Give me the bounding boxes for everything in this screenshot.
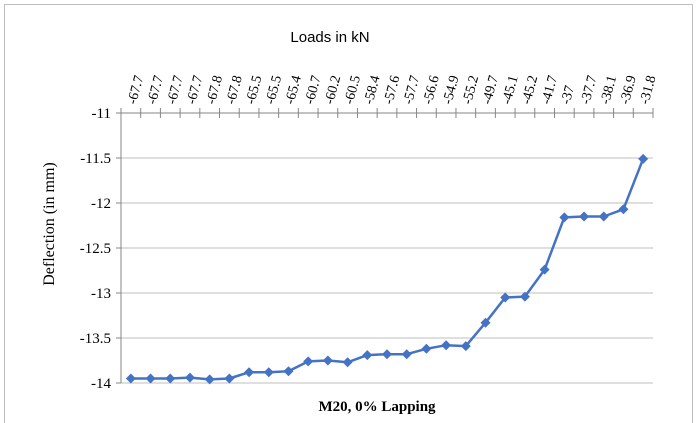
x-tick-label: -67.8 (204, 74, 226, 106)
x-tick-label: -65.4 (283, 74, 305, 106)
x-tick-label: -54.9 (440, 74, 462, 106)
y-axis-title: Deflection (in mm) (41, 162, 58, 286)
data-point-marker (283, 366, 294, 377)
y-tick-labels: -11 -11.5 -12 -12.5 -13 -13.5 -14 (80, 106, 112, 392)
y-tick-label: -12.5 (80, 241, 111, 257)
x-tick-label: -67.7 (184, 74, 206, 106)
axes (116, 108, 654, 384)
x-tick-label: -57.6 (381, 74, 403, 106)
series-deflection (125, 153, 649, 385)
x-tick-label: -65.5 (263, 74, 285, 106)
data-point-marker (579, 211, 590, 222)
x-tick-label: -41.7 (539, 74, 561, 106)
x-tick-label: -65.5 (243, 74, 265, 106)
x-tick-label: -37.7 (578, 74, 600, 106)
x-axis-title-bottom: M20, 0% Lapping (318, 399, 436, 415)
x-tick-label: -45.2 (519, 74, 541, 106)
x-tick-label: -49.7 (480, 74, 502, 106)
data-point-marker (204, 374, 215, 385)
x-tick-label: -56.6 (421, 74, 443, 106)
x-tick-label: -36.9 (618, 74, 640, 106)
x-tick-label: -60.2 (322, 74, 344, 106)
data-point-marker (342, 357, 353, 368)
data-point-marker (184, 372, 195, 383)
y-tick-label: -12 (91, 196, 111, 212)
data-point-marker (500, 292, 511, 303)
y-tick-label: -11 (92, 106, 111, 122)
data-point-marker (638, 153, 649, 164)
x-tick-label: -31.8 (638, 74, 660, 106)
data-point-marker (519, 291, 530, 302)
x-tick-label: -60.7 (303, 74, 325, 106)
y-tick-label: -14 (91, 376, 111, 392)
data-point-marker (598, 211, 609, 222)
y-tick-label: -13.5 (80, 331, 111, 347)
data-point-marker (263, 367, 274, 378)
data-point-marker (145, 373, 156, 384)
data-point-marker (460, 341, 471, 352)
data-point-marker (362, 350, 373, 361)
x-tick-labels: -67.7-67.7-67.7-67.7-67.8-67.8-65.5-65.5… (125, 74, 659, 106)
x-tick-label: -60.5 (342, 74, 364, 106)
data-point-marker (441, 340, 452, 351)
x-tick-label: -67.8 (224, 74, 246, 106)
x-tick-label: -45.1 (500, 74, 522, 106)
x-tick-label: -58.4 (362, 74, 384, 106)
x-tick-label: -37 (559, 84, 578, 106)
data-point-marker (125, 373, 136, 384)
data-point-marker (382, 349, 392, 360)
chart-frame (4, 4, 693, 423)
data-point-marker (224, 373, 235, 384)
x-tick-label: -38.1 (598, 74, 620, 106)
data-point-marker (165, 373, 176, 384)
grid-lines (121, 112, 653, 384)
x-tick-label: -67.7 (145, 74, 167, 106)
y-tick-label: -11.5 (80, 151, 111, 167)
data-point-marker (618, 204, 629, 215)
data-point-marker (559, 212, 570, 223)
data-point-marker (480, 317, 491, 328)
x-tick-label: -67.7 (165, 74, 187, 106)
data-point-marker (322, 355, 333, 366)
data-point-marker (303, 356, 314, 367)
y-tick-label: -13 (91, 286, 111, 302)
x-tick-label: -55.2 (460, 74, 482, 106)
data-point-marker (539, 264, 550, 275)
x-tick-label: -57.7 (401, 74, 423, 106)
x-tick-label: -67.7 (125, 74, 147, 106)
data-point-marker (244, 367, 255, 378)
series-line (130, 158, 645, 381)
x-axis-title-top: Loads in kN (290, 29, 369, 46)
data-point-marker (401, 349, 412, 360)
data-point-marker (421, 343, 432, 354)
